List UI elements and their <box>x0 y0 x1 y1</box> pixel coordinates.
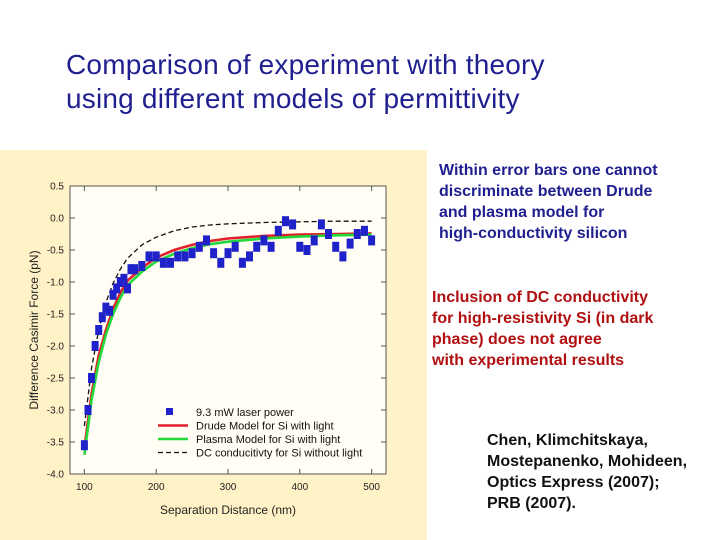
y-tick-label: -2.0 <box>47 342 65 353</box>
data-point <box>231 241 239 252</box>
axis-ticks <box>70 185 386 475</box>
data-point <box>317 219 325 230</box>
y-tick-label: -1.0 <box>47 278 65 289</box>
data-point <box>116 277 124 287</box>
data-point <box>113 283 121 294</box>
data-point <box>353 229 361 239</box>
reference-line: PRB (2007). <box>487 495 576 512</box>
data-point <box>260 235 268 246</box>
data-point <box>167 257 174 268</box>
series-line <box>83 233 372 455</box>
legend-label: DC conducitivty for Si without light <box>196 448 362 460</box>
data-point <box>88 373 95 383</box>
x-tick-label: 200 <box>148 482 165 493</box>
note-line: with experimental results <box>432 352 625 369</box>
y-axis-label: Difference Casimir Force (pN) <box>27 250 41 409</box>
data-point <box>274 225 282 236</box>
note-line: for high-resistivity Si (in dark <box>432 310 654 327</box>
data-point <box>84 405 92 415</box>
data-point <box>368 235 376 246</box>
data-point <box>152 251 160 262</box>
y-tick-label: -3.0 <box>47 406 65 417</box>
note-dc-conductivity: Inclusion of DC conductivity for high-re… <box>432 287 653 371</box>
data-point <box>303 245 311 255</box>
data-point <box>253 241 261 252</box>
data-point <box>138 261 146 271</box>
data-point <box>109 289 117 300</box>
legend-label: Plasma Model for Si with light <box>196 434 340 446</box>
data-point <box>174 251 182 262</box>
casimir-force-chart: 100 200 300 400 500 0.5 0.0 -0.5 -1.0 -1.5 -2.0 -2.… <box>27 182 387 517</box>
reference-line: Chen, Klimchitskaya, <box>487 432 648 449</box>
data-point <box>289 219 297 230</box>
data-point <box>181 251 189 262</box>
legend-label: 9.3 mW laser power <box>196 407 294 419</box>
legend-marker <box>166 408 173 415</box>
data-point <box>361 225 368 236</box>
data-point <box>195 241 203 252</box>
data-point <box>310 235 318 246</box>
note-line: Within error bars one cannot <box>439 162 658 179</box>
y-tick-label: -2.5 <box>47 374 65 385</box>
reference-line: Optics Express (2007); <box>487 474 660 491</box>
chart-legend: 9.3 mW laser power Drude Model for Si wit… <box>158 407 362 460</box>
data-point <box>131 264 139 275</box>
legend-label: Drude Model for Si with light <box>196 421 334 433</box>
chart-panel: 100 200 300 400 500 0.5 0.0 -0.5 -1.0 -1.5 -2.0 -2.… <box>0 150 427 540</box>
note-line: discriminate between Drude <box>439 183 653 200</box>
data-point <box>145 251 153 262</box>
x-axis-label: Separation Distance (nm) <box>160 503 296 517</box>
x-tick-label: 400 <box>291 482 308 493</box>
data-point <box>224 248 232 259</box>
reference-line: Mostepanenko, Mohideen, <box>487 453 688 470</box>
note-line: phase) does not agree <box>432 331 602 348</box>
slide-title: Comparison of experiment with theory usi… <box>66 48 686 116</box>
data-point <box>124 283 131 294</box>
slide-title-line: using different models of permittivity <box>66 83 520 114</box>
data-point <box>95 325 103 335</box>
y-tick-label: 0.5 <box>50 182 64 193</box>
slide-title-line: Comparison of experiment with theory <box>66 49 545 80</box>
data-point <box>120 273 128 284</box>
data-point <box>332 241 340 252</box>
y-tick-label: -0.5 <box>47 246 65 257</box>
x-tick-label: 100 <box>76 482 93 493</box>
data-point <box>91 341 99 351</box>
data-point <box>106 305 113 316</box>
note-line: Inclusion of DC conductivity <box>432 289 649 306</box>
y-tick-label: -4.0 <box>47 470 65 481</box>
data-point <box>159 257 167 268</box>
data-point <box>267 241 275 252</box>
data-point <box>296 241 304 252</box>
note-line: high-conductivity silicon <box>439 225 628 242</box>
data-point <box>188 248 196 259</box>
data-point <box>246 251 253 262</box>
tick-labels: 100 200 300 400 500 0.5 0.0 -0.5 -1.0 -1.5 -2.0 -2.… <box>47 182 381 494</box>
data-point <box>203 235 210 246</box>
data-point <box>339 251 347 262</box>
data-point <box>80 440 88 451</box>
data-point <box>102 302 110 313</box>
x-tick-label: 500 <box>363 482 380 493</box>
data-point <box>282 216 289 227</box>
data-point <box>346 238 354 249</box>
y-tick-label: 0.0 <box>50 214 64 225</box>
note-drude-vs-plasma: Within error bars one cannot discriminat… <box>439 160 658 244</box>
series-layer <box>80 216 376 455</box>
reference-list: Chen, Klimchitskaya, Mostepanenko, Mohid… <box>487 430 687 514</box>
note-line: and plasma model for <box>439 204 605 221</box>
data-point <box>210 248 218 259</box>
data-point <box>238 257 246 268</box>
x-tick-label: 300 <box>220 482 237 493</box>
data-point <box>217 257 225 268</box>
data-point <box>98 312 106 323</box>
y-tick-label: -1.5 <box>47 310 65 321</box>
data-point <box>325 229 332 239</box>
data-point <box>127 264 135 275</box>
y-tick-label: -3.5 <box>47 438 65 449</box>
